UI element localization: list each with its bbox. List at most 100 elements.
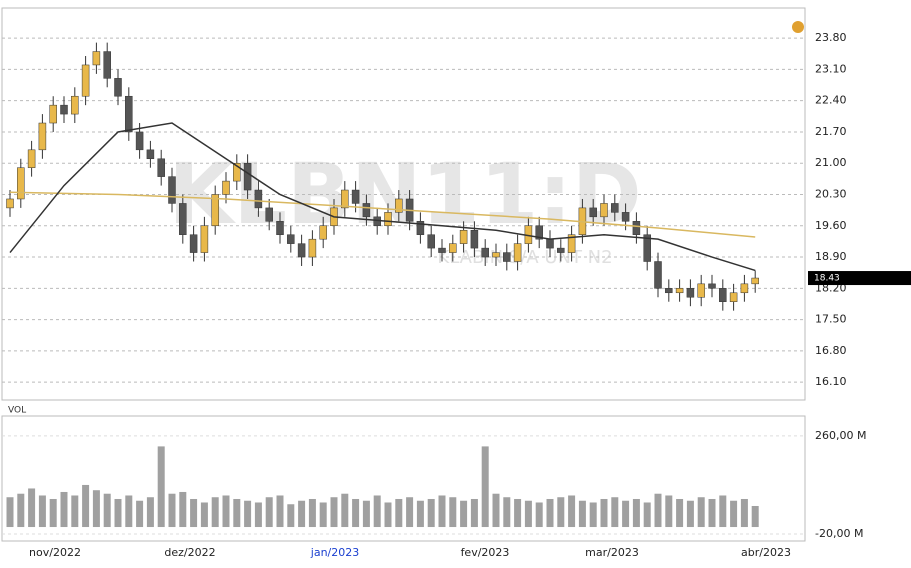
volume-bar	[470, 498, 478, 528]
candle-body	[449, 243, 457, 253]
volume-bar	[665, 495, 673, 528]
volume-bar	[136, 500, 144, 528]
volume-bar	[92, 490, 100, 528]
candle-body	[157, 158, 165, 177]
candle-body	[600, 203, 608, 218]
candle-body	[740, 283, 749, 294]
volume-bar	[200, 502, 208, 528]
candle-body	[546, 238, 554, 249]
volume-bar	[330, 497, 338, 528]
candle-body	[265, 207, 273, 222]
candle-body	[243, 162, 252, 191]
candle-body	[384, 212, 392, 227]
volume-bar	[686, 500, 694, 528]
volume-bar	[578, 500, 586, 528]
volume-bar	[481, 446, 489, 528]
candle-body	[708, 283, 716, 289]
candle-body	[621, 212, 630, 222]
candle-body	[17, 167, 25, 200]
candle-body	[567, 234, 576, 253]
candle-body	[686, 288, 695, 298]
volume-bar	[103, 493, 111, 528]
y-tick-label: 23.10	[815, 62, 847, 75]
candle-body	[654, 261, 662, 289]
candle-body	[557, 247, 565, 253]
volume-bar	[341, 493, 349, 528]
candle-body	[611, 203, 619, 213]
volume-bar	[373, 495, 381, 528]
candle-body	[665, 288, 673, 294]
volume-panel	[1, 415, 806, 542]
candle-body	[135, 131, 144, 151]
candle-body	[276, 221, 284, 235]
candle-body	[589, 207, 597, 218]
watermark: KLBN11:D	[168, 145, 641, 243]
volume-bar	[416, 500, 424, 528]
volume-bar	[287, 504, 295, 528]
candle-body	[38, 122, 47, 151]
volume-bar	[298, 500, 306, 528]
candle-body	[470, 229, 479, 249]
price-panel	[1, 7, 806, 401]
volume-bar	[589, 502, 597, 528]
volume-bar	[146, 497, 154, 528]
y-tick-label: 17.50	[815, 313, 847, 326]
volume-bar	[622, 500, 630, 528]
volume-bar	[395, 498, 403, 528]
volume-bar	[6, 497, 14, 528]
candle-body	[6, 198, 14, 209]
volume-bar	[222, 495, 230, 528]
y-tick-label: 18.90	[815, 250, 847, 263]
candle-body	[459, 229, 468, 244]
volume-bar	[632, 498, 640, 528]
y-tick-label: 21.70	[815, 125, 847, 138]
volume-bar	[600, 498, 608, 528]
candle-body	[60, 104, 68, 115]
volume-bar	[211, 497, 219, 528]
candle-body	[222, 180, 230, 195]
candle-body	[146, 149, 155, 160]
candle-body	[513, 243, 522, 262]
candle-body	[71, 95, 79, 115]
volume-bar	[492, 493, 500, 528]
candle-body	[697, 283, 705, 298]
volume-bar	[362, 500, 370, 528]
volume-bar	[49, 498, 57, 528]
volume-bar	[114, 498, 122, 528]
candle-body	[168, 176, 176, 204]
x-tick-label: fev/2023	[461, 546, 510, 559]
volume-bar	[546, 498, 554, 528]
volume-bar	[265, 497, 273, 528]
candle-body	[103, 51, 111, 79]
volume-bar	[676, 498, 684, 528]
volume-bar	[719, 495, 727, 528]
y-tick-label: 22.40	[815, 94, 847, 107]
alert-icon[interactable]	[792, 21, 804, 33]
candle-body	[287, 234, 295, 244]
candle-body	[319, 225, 327, 240]
volume-bar	[708, 498, 716, 528]
candle-body	[427, 234, 435, 249]
volume-bar	[254, 502, 262, 528]
candle-body	[179, 203, 187, 235]
candle-body	[27, 149, 36, 168]
volume-bar	[611, 497, 619, 528]
candle-body	[297, 243, 306, 258]
volume-bar	[514, 498, 522, 528]
y-tick-label: 23.80	[815, 31, 847, 44]
panel-label: VOL	[8, 406, 26, 416]
candle-body	[481, 247, 489, 258]
candle-body	[675, 288, 684, 294]
candle-body	[200, 225, 209, 253]
y-tick-label: 19.60	[815, 219, 847, 232]
volume-bar	[60, 491, 68, 528]
candle-body	[254, 189, 263, 209]
candle-body	[416, 221, 425, 235]
volume-bar	[406, 497, 414, 528]
volume-bar	[352, 498, 360, 528]
x-tick-label: nov/2022	[29, 546, 81, 559]
candle-body	[341, 189, 349, 209]
y-tick-label: 16.80	[815, 344, 847, 357]
last-price-box	[808, 271, 911, 286]
